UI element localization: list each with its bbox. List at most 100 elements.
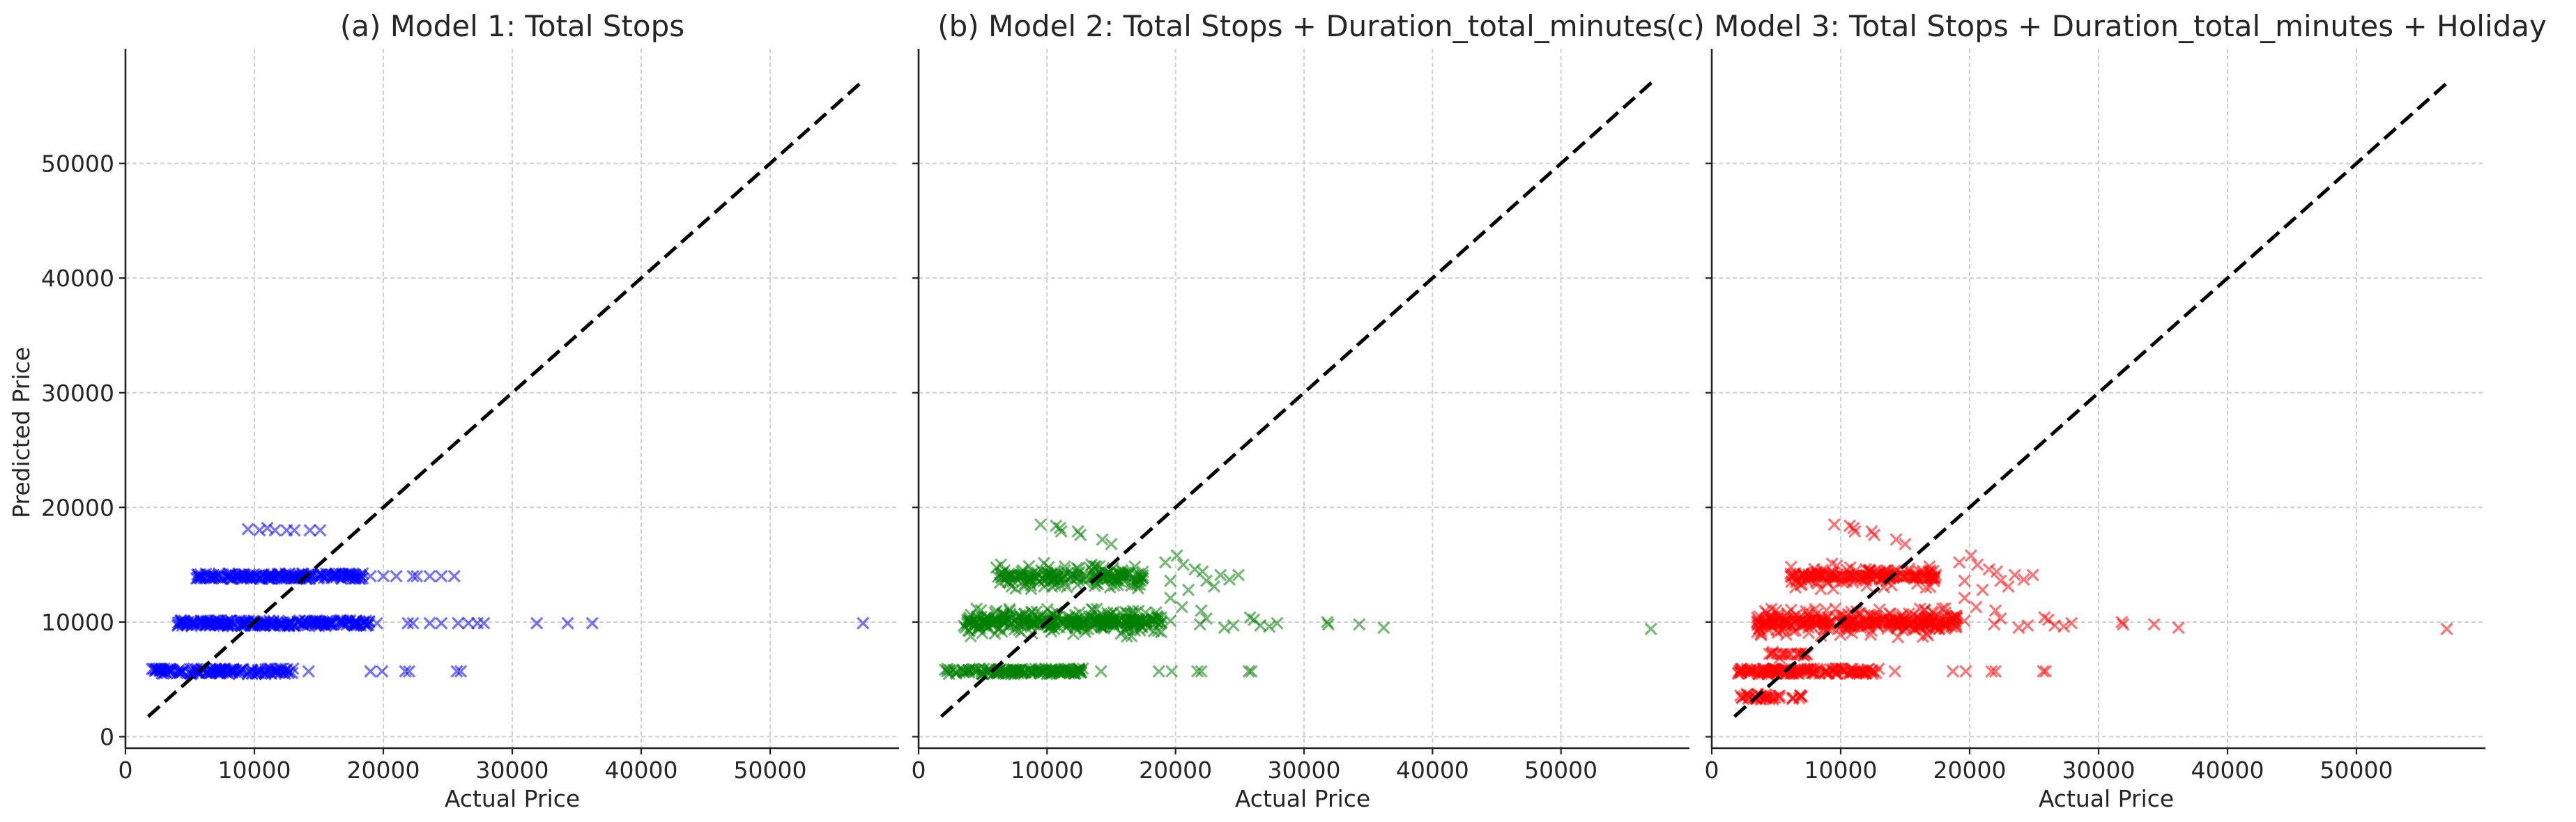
data-point [1181, 583, 1195, 596]
data-point [184, 667, 198, 681]
data-point [423, 616, 436, 630]
data-point [211, 614, 224, 627]
data-point [477, 616, 491, 630]
data-point [1057, 568, 1071, 582]
data-point [1006, 568, 1019, 582]
data-point [964, 630, 977, 643]
data-point [224, 614, 237, 627]
data-point [1133, 623, 1147, 637]
data-point [282, 619, 296, 633]
data-point [1947, 612, 1961, 626]
data-point [1101, 606, 1114, 620]
data-point [2065, 616, 2078, 630]
data-point [1218, 621, 1231, 635]
y-tick-label: 0 [100, 724, 114, 751]
data-point [1985, 665, 1998, 678]
data-point [993, 576, 1006, 589]
data-point [1142, 621, 1155, 635]
data-point [1793, 665, 1806, 678]
data-point [1377, 621, 1390, 635]
data-point [1105, 537, 1118, 551]
data-point [1914, 619, 1927, 633]
data-point [1094, 665, 1107, 678]
panel-a-title: (a) Model 1: Total Stops [340, 9, 684, 43]
y-axis-label: Predicted Price [8, 347, 35, 518]
data-point [236, 662, 250, 676]
data-point [370, 616, 383, 630]
data-point [1214, 568, 1227, 582]
data-point [1829, 662, 1842, 676]
data-point [223, 618, 236, 631]
data-point [1867, 528, 1881, 541]
data-point [985, 617, 998, 631]
data-point [1935, 612, 1949, 625]
data-point [1222, 573, 1236, 587]
data-point [1877, 580, 1891, 594]
data-point [1024, 571, 1038, 584]
data-point [988, 627, 1002, 640]
data-point [1959, 665, 1972, 678]
x-tick-label: 0 [118, 757, 133, 784]
data-point [1916, 564, 1929, 577]
data-point [192, 568, 205, 582]
data-point [1164, 574, 1177, 587]
data-point [1917, 612, 1931, 625]
x-tick-label: 40000 [1396, 757, 1469, 784]
x-tick-label: 30000 [2062, 757, 2136, 784]
panel-b-x-label: Actual Price [1235, 785, 1370, 812]
x-tick-label: 0 [912, 757, 926, 784]
data-point [1785, 575, 1798, 589]
data-point [1846, 626, 1859, 639]
data-point [1994, 612, 2007, 626]
data-point [263, 662, 277, 675]
data-point [1027, 616, 1041, 629]
y-tick-label: 40000 [41, 265, 114, 292]
data-point [1002, 620, 1015, 634]
data-point [1988, 665, 2002, 678]
data-point [1195, 665, 1208, 678]
data-point [1857, 568, 1870, 582]
data-point [1889, 533, 1903, 546]
data-point [857, 616, 870, 630]
data-point [406, 569, 420, 583]
data-point [1041, 603, 1054, 616]
data-point [1814, 568, 1827, 582]
data-point [2172, 621, 2185, 635]
data-point [1190, 665, 1204, 678]
data-point [410, 569, 424, 583]
data-point [1055, 525, 1068, 538]
data-point [262, 572, 275, 585]
data-point [1165, 665, 1179, 678]
data-point [1867, 609, 1881, 622]
data-point [270, 616, 284, 629]
data-point [245, 667, 259, 680]
data-point [454, 665, 468, 678]
data-point [1025, 605, 1038, 619]
data-point [1864, 628, 1878, 642]
data-point [1107, 574, 1121, 587]
data-point [1078, 625, 1092, 639]
data-point [406, 616, 420, 630]
data-point [1958, 591, 1971, 605]
data-point [2440, 622, 2453, 635]
data-point [1063, 610, 1076, 623]
data-point [1860, 663, 1874, 676]
x-tick-label: 10000 [1011, 757, 1084, 784]
data-point [1763, 692, 1776, 706]
data-point [1090, 603, 1103, 616]
data-point [376, 569, 390, 583]
x-tick-label: 20000 [1933, 757, 2007, 784]
panel-b-title: (b) Model 2: Total Stops + Duration_tota… [937, 9, 1668, 43]
data-point [1887, 571, 1900, 584]
x-tick-label: 10000 [1804, 757, 1878, 784]
data-point [1145, 613, 1159, 626]
data-point [163, 665, 176, 678]
data-point [1744, 663, 1757, 676]
data-point [1170, 549, 1183, 562]
data-point [1046, 614, 1060, 628]
data-point [461, 616, 475, 630]
data-point [314, 524, 327, 537]
data-point [1066, 616, 1079, 630]
data-point [1964, 549, 1977, 562]
data-point [995, 625, 1009, 638]
